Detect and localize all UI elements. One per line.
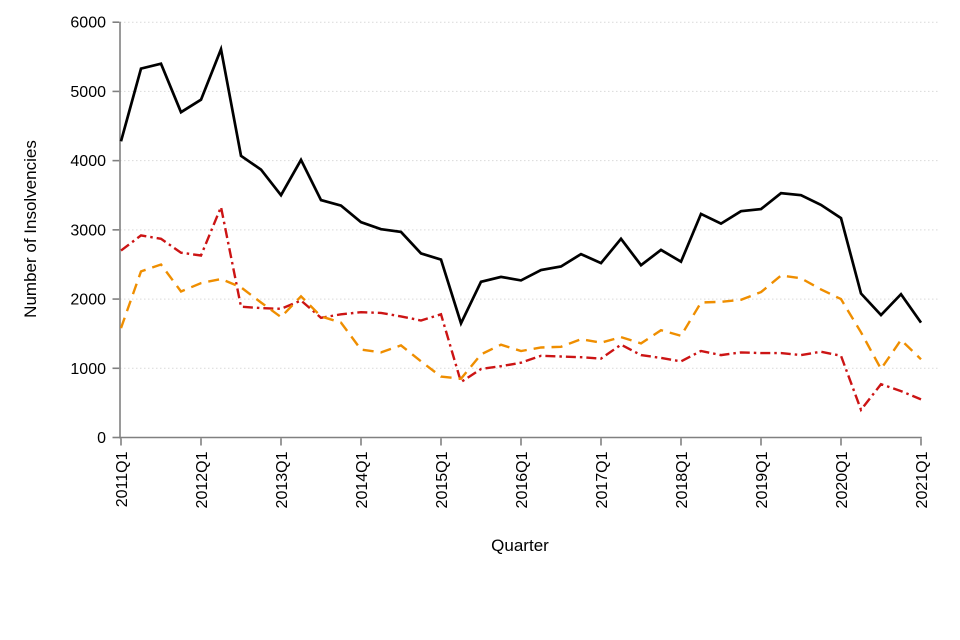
x-tick-label: 2015Q1: [434, 451, 451, 508]
x-tick-label: 2019Q1: [754, 451, 771, 508]
x-tick-label: 2021Q1: [914, 451, 931, 508]
x-tick-label: 2013Q1: [274, 451, 291, 508]
axis-layer: [112, 21, 922, 446]
series-line-black-solid-line: [119, 44, 923, 327]
x-tick-label: 2011Q1: [114, 451, 131, 507]
x-tick-label: 2014Q1: [354, 451, 371, 508]
label-layer: 0 1000 2000 3000 4000 5000 6000 2011Q1 2012Q1 201…: [70, 15, 931, 509]
series-layer: [119, 44, 923, 413]
y-tick-label: 0: [97, 430, 106, 447]
y-tick-label: 3000: [70, 222, 106, 239]
y-tick-label: 5000: [70, 84, 106, 101]
y-tick-label: 1000: [70, 361, 106, 378]
y-tick-label: 6000: [70, 15, 106, 32]
y-axis-title: Number of Insolvencies: [21, 140, 40, 318]
x-tick-label: 2017Q1: [594, 451, 611, 508]
y-tick-label: 2000: [70, 292, 106, 309]
y-tick-label: 4000: [70, 153, 106, 170]
x-tick-label: 2018Q1: [674, 451, 691, 508]
x-axis-title: Quarter: [491, 536, 549, 555]
x-tick-label: 2012Q1: [194, 451, 211, 508]
x-tick-label: 2016Q1: [514, 451, 531, 508]
series-line-red-dashdot-line: [120, 202, 922, 413]
x-tick-label: 2020Q1: [834, 451, 851, 508]
series-line-orange-dashed-line: [119, 263, 922, 380]
grid-layer: [120, 21, 940, 369]
